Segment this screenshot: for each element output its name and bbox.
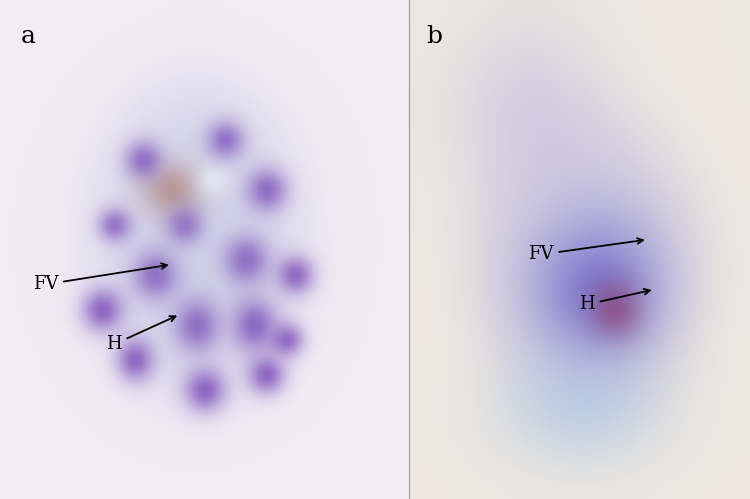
Text: b: b xyxy=(426,25,442,48)
Text: H: H xyxy=(106,316,176,353)
Text: FV: FV xyxy=(528,238,643,263)
Text: H: H xyxy=(579,289,650,313)
Text: a: a xyxy=(20,25,35,48)
Text: FV: FV xyxy=(33,263,167,293)
